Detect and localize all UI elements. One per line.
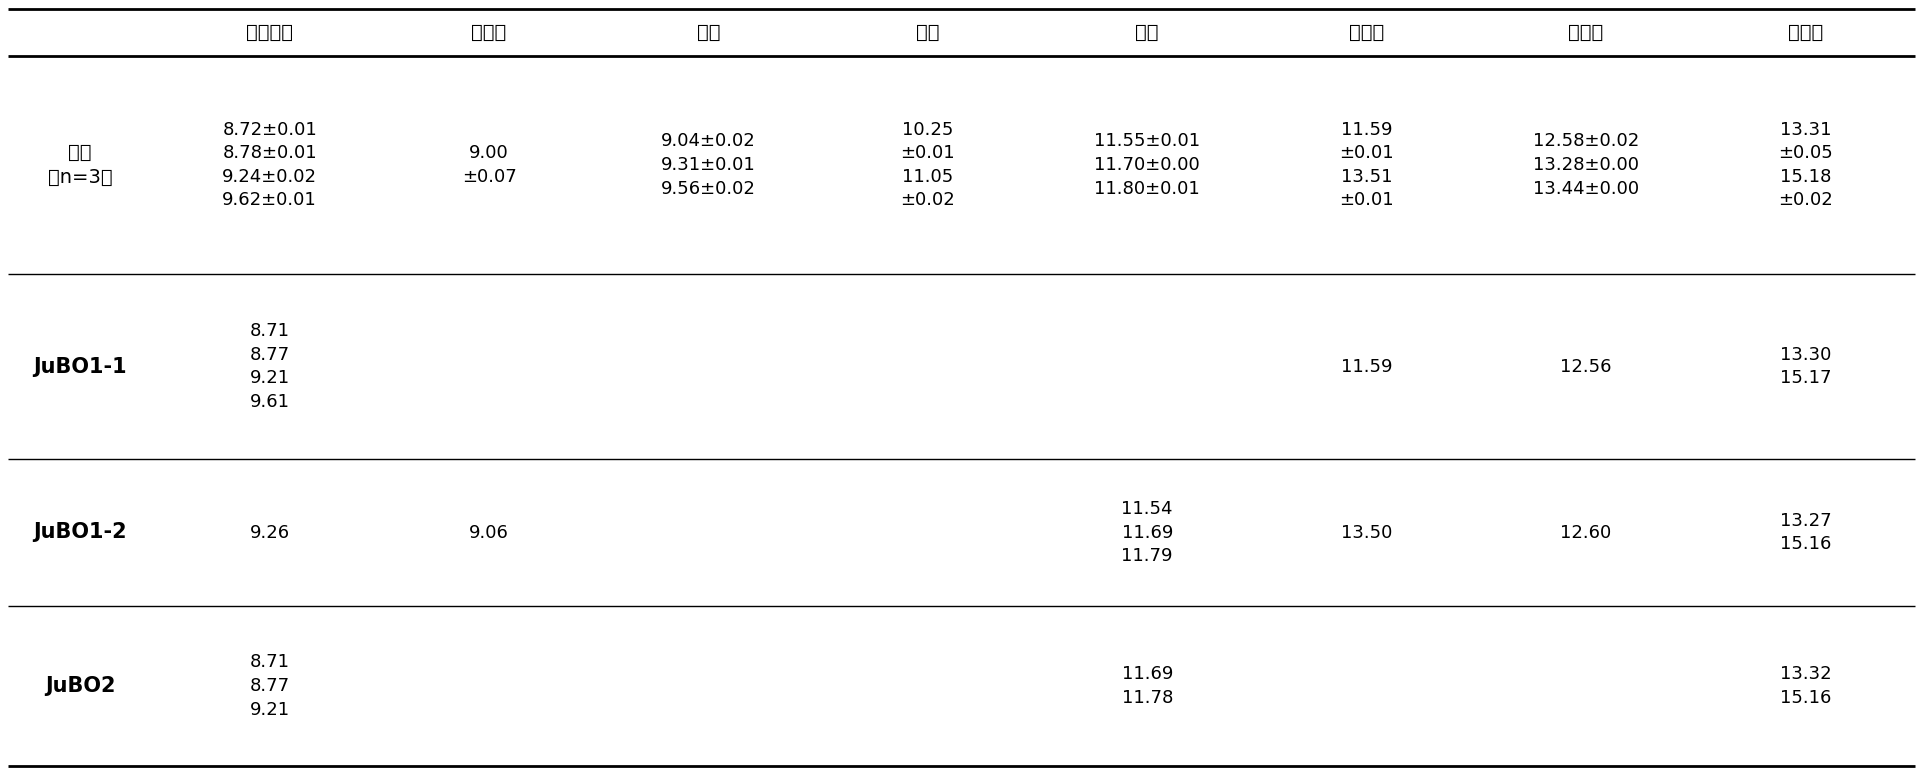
Text: 11.69
11.78: 11.69 11.78 — [1121, 665, 1173, 707]
Text: 13.32
15.16: 13.32 15.16 — [1779, 665, 1831, 707]
Text: 8.71
8.77
9.21
9.61: 8.71 8.77 9.21 9.61 — [250, 322, 290, 411]
Text: JuBO1-2: JuBO1-2 — [33, 522, 127, 543]
Text: 阿拉伯糖: 阿拉伯糖 — [246, 23, 292, 42]
Text: 12.60: 12.60 — [1560, 524, 1611, 542]
Text: 13.50: 13.50 — [1340, 524, 1392, 542]
Text: JuBO2: JuBO2 — [44, 676, 115, 696]
Text: 8.71
8.77
9.21: 8.71 8.77 9.21 — [250, 653, 290, 719]
Text: 13.31
±0.05
15.18
±0.02: 13.31 ±0.05 15.18 ±0.02 — [1779, 121, 1833, 209]
Text: 13.30
15.17: 13.30 15.17 — [1779, 346, 1831, 387]
Text: 9.04±0.02
9.31±0.01
9.56±0.02: 9.04±0.02 9.31±0.01 9.56±0.02 — [662, 132, 756, 198]
Text: 12.58±0.02
13.28±0.00
13.44±0.00: 12.58±0.02 13.28±0.00 13.44±0.00 — [1533, 132, 1638, 198]
Text: 半乳糖: 半乳糖 — [1569, 23, 1604, 42]
Text: 核糖: 核糖 — [696, 23, 721, 42]
Text: 12.56: 12.56 — [1560, 358, 1611, 376]
Text: 8.72±0.01
8.78±0.01
9.24±0.02
9.62±0.01: 8.72±0.01 8.78±0.01 9.24±0.02 9.62±0.01 — [223, 121, 317, 209]
Text: 标样
（n=3）: 标样 （n=3） — [48, 143, 112, 187]
Text: 9.06: 9.06 — [469, 524, 510, 542]
Text: 甘露糖: 甘露糖 — [1348, 23, 1385, 42]
Text: 9.00
±0.07: 9.00 ±0.07 — [462, 144, 517, 186]
Text: 11.59: 11.59 — [1340, 358, 1392, 376]
Text: 鼠李糖: 鼠李糖 — [471, 23, 506, 42]
Text: JuBO1-1: JuBO1-1 — [33, 357, 127, 376]
Text: 13.27
15.16: 13.27 15.16 — [1779, 512, 1831, 554]
Text: 葡萄糖: 葡萄糖 — [1788, 23, 1823, 42]
Text: 10.25
±0.01
11.05
±0.02: 10.25 ±0.01 11.05 ±0.02 — [900, 121, 956, 209]
Text: 11.55±0.01
11.70±0.00
11.80±0.01: 11.55±0.01 11.70±0.00 11.80±0.01 — [1094, 132, 1200, 198]
Text: 9.26: 9.26 — [250, 524, 290, 542]
Text: 果糖: 果糖 — [1135, 23, 1160, 42]
Text: 11.59
±0.01
13.51
±0.01: 11.59 ±0.01 13.51 ±0.01 — [1338, 121, 1394, 209]
Text: 11.54
11.69
11.79: 11.54 11.69 11.79 — [1121, 500, 1173, 565]
Text: 木糖: 木糖 — [915, 23, 940, 42]
